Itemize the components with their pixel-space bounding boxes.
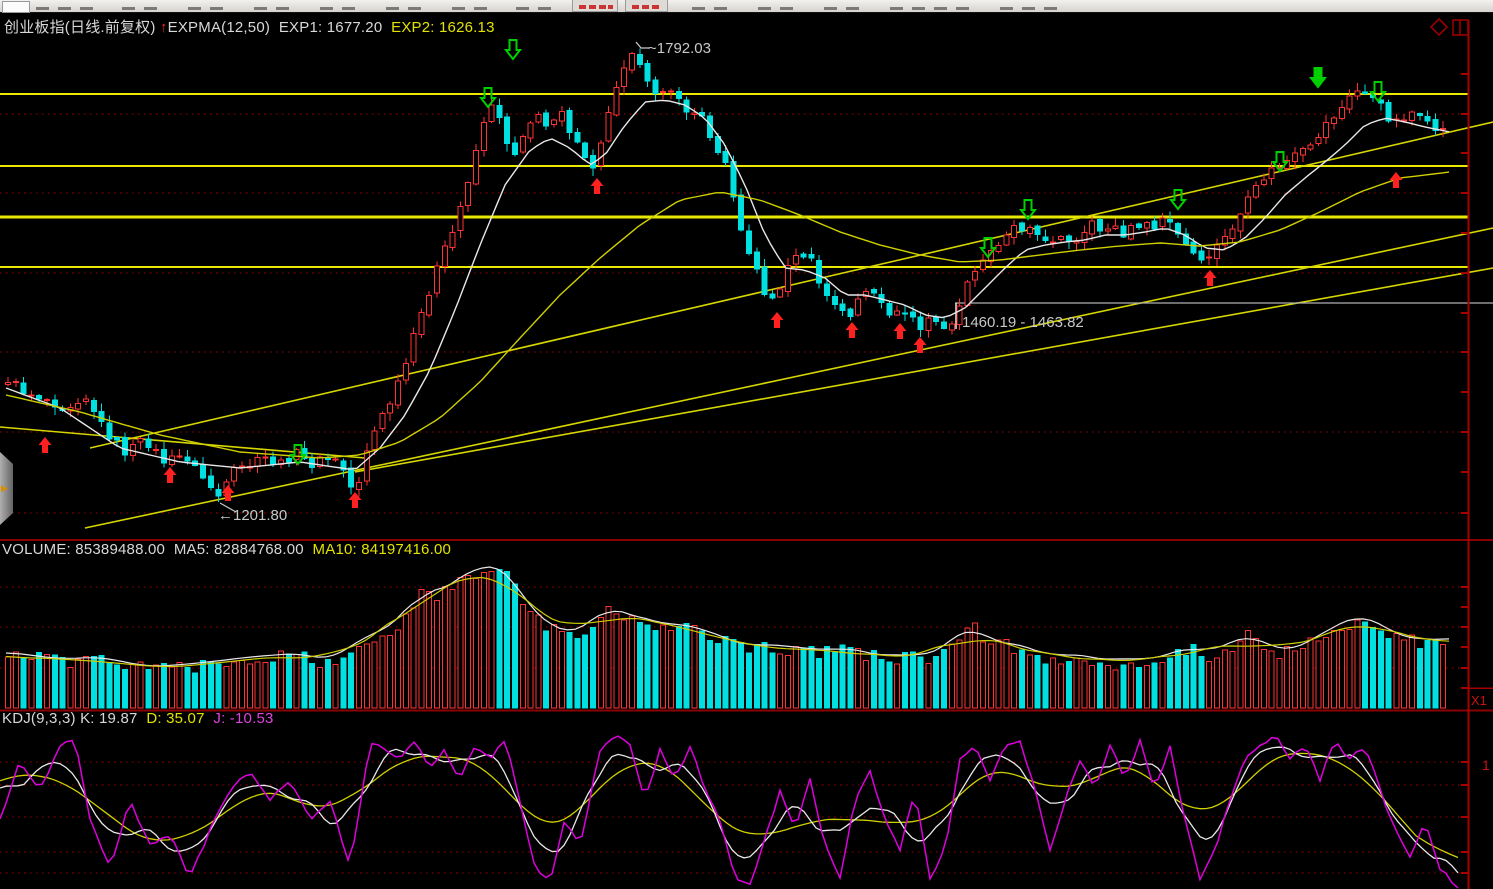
clipped-menu-text: [386, 7, 399, 10]
kdj-label: KDJ(9,3,3): [2, 710, 76, 727]
clipped-menu-text: [254, 7, 267, 10]
kdj-header: KDJ(9,3,3) K: 19.87 D: 35.07 J: -10.53: [2, 710, 274, 727]
chart-title: 创业板指(日线.前复权): [4, 19, 156, 36]
sell-arrow-icon: [1368, 81, 1388, 103]
buy-arrow-icon: [221, 485, 235, 501]
clipped-menu-text: [758, 7, 771, 10]
clipped-menu-text: [144, 7, 157, 10]
clipped-menu-text: [956, 7, 969, 10]
clipped-menu-text: [80, 7, 93, 10]
buy-arrow-icon: [38, 437, 52, 453]
buy-arrow-icon: [893, 323, 907, 339]
menu-bar[interactable]: [0, 0, 1493, 13]
volume-header: VOLUME: 85389488.00 MA5: 82884768.00 MA1…: [2, 541, 451, 558]
sell-arrow-icon: [478, 87, 498, 109]
clipped-menu-text: [342, 7, 355, 10]
quote-change-cell[interactable]: [625, 0, 668, 12]
kdj-k-value: K: 19.87: [80, 710, 138, 727]
sell-arrow-icon: [503, 39, 523, 61]
sell-arrow-icon: [1168, 189, 1188, 211]
clipped-menu-text: [210, 7, 223, 10]
clipped-menu-text: [890, 7, 903, 10]
clipped-menu-text: [122, 7, 135, 10]
clipped-menu-text: [538, 7, 551, 10]
clipped-menu-text: [320, 7, 333, 10]
buy-arrow-icon: [913, 337, 927, 353]
clipped-menu-text: [1044, 7, 1057, 10]
low-annotation: ←1201.80: [218, 507, 287, 524]
sell-arrow-icon: [978, 237, 998, 259]
peak-annotation: ~1792.03: [648, 40, 711, 57]
kdj-j-value: J: -10.53: [213, 710, 274, 727]
main-chart-header: 创业板指(日线.前复权) ↑EXPMA(12,50) EXP1: 1677.20…: [4, 16, 495, 37]
buy-arrow-icon: [770, 312, 784, 328]
buy-arrow-icon: [1203, 270, 1217, 286]
clipped-menu-text: [714, 7, 727, 10]
volume-ma10-value: MA10: 84197416.00: [312, 541, 452, 558]
clipped-menu-text: [780, 7, 793, 10]
clipped-menu-text: [276, 7, 289, 10]
kdj-d-value: D: 35.07: [146, 710, 205, 727]
buy-arrow-icon: [590, 178, 604, 194]
buy-arrow-icon: [1389, 172, 1403, 188]
volume-ma5-value: MA5: 82884768.00: [173, 541, 304, 558]
clipped-menu-text: [846, 7, 859, 10]
sell-arrow-icon: [1308, 67, 1328, 89]
clipped-menu-text: [1022, 7, 1035, 10]
expma-label: EXPMA(12,50): [167, 19, 271, 36]
sell-arrow-icon: [1018, 199, 1038, 221]
clipped-menu-text: [934, 7, 947, 10]
clipped-menu-text: [36, 7, 49, 10]
quote-price-cell[interactable]: [572, 0, 618, 12]
clipped-menu-text: [408, 7, 421, 10]
buy-arrow-icon: [845, 322, 859, 338]
volume-value: VOLUME: 85389488.00: [2, 541, 166, 558]
clipped-menu-text: [474, 7, 487, 10]
signal-up-arrow-icon: ↑: [159, 19, 168, 36]
band-annotation: 1460.19 - 1463.82: [962, 314, 1084, 331]
clipped-menu-text: [188, 7, 201, 10]
exp1-value: EXP1: 1677.20: [278, 19, 383, 36]
kdj-axis-label-clipped: 1: [1482, 757, 1490, 773]
clipped-menu-text: [692, 7, 705, 10]
clipped-menu-text: [516, 7, 529, 10]
volume-scale-label: X1: [1471, 693, 1487, 708]
clipped-menu-text: [452, 7, 465, 10]
menu-start-box[interactable]: [2, 1, 30, 13]
sell-arrow-icon: [288, 444, 308, 466]
split-window-icon[interactable]: [1452, 19, 1469, 36]
buy-arrow-icon: [163, 467, 177, 483]
diamond-icon[interactable]: [1430, 17, 1449, 37]
exp2-value: EXP2: 1626.13: [391, 19, 495, 36]
clipped-menu-text: [1000, 7, 1013, 10]
clipped-menu-text: [912, 7, 925, 10]
clipped-menu-text: [824, 7, 837, 10]
sell-arrow-icon: [1270, 151, 1290, 173]
buy-arrow-icon: [348, 492, 362, 508]
expand-arrow-icon: ▶: [1, 483, 8, 493]
clipped-menu-text: [58, 7, 71, 10]
sidebar-expand-handle[interactable]: ▶: [0, 452, 13, 525]
